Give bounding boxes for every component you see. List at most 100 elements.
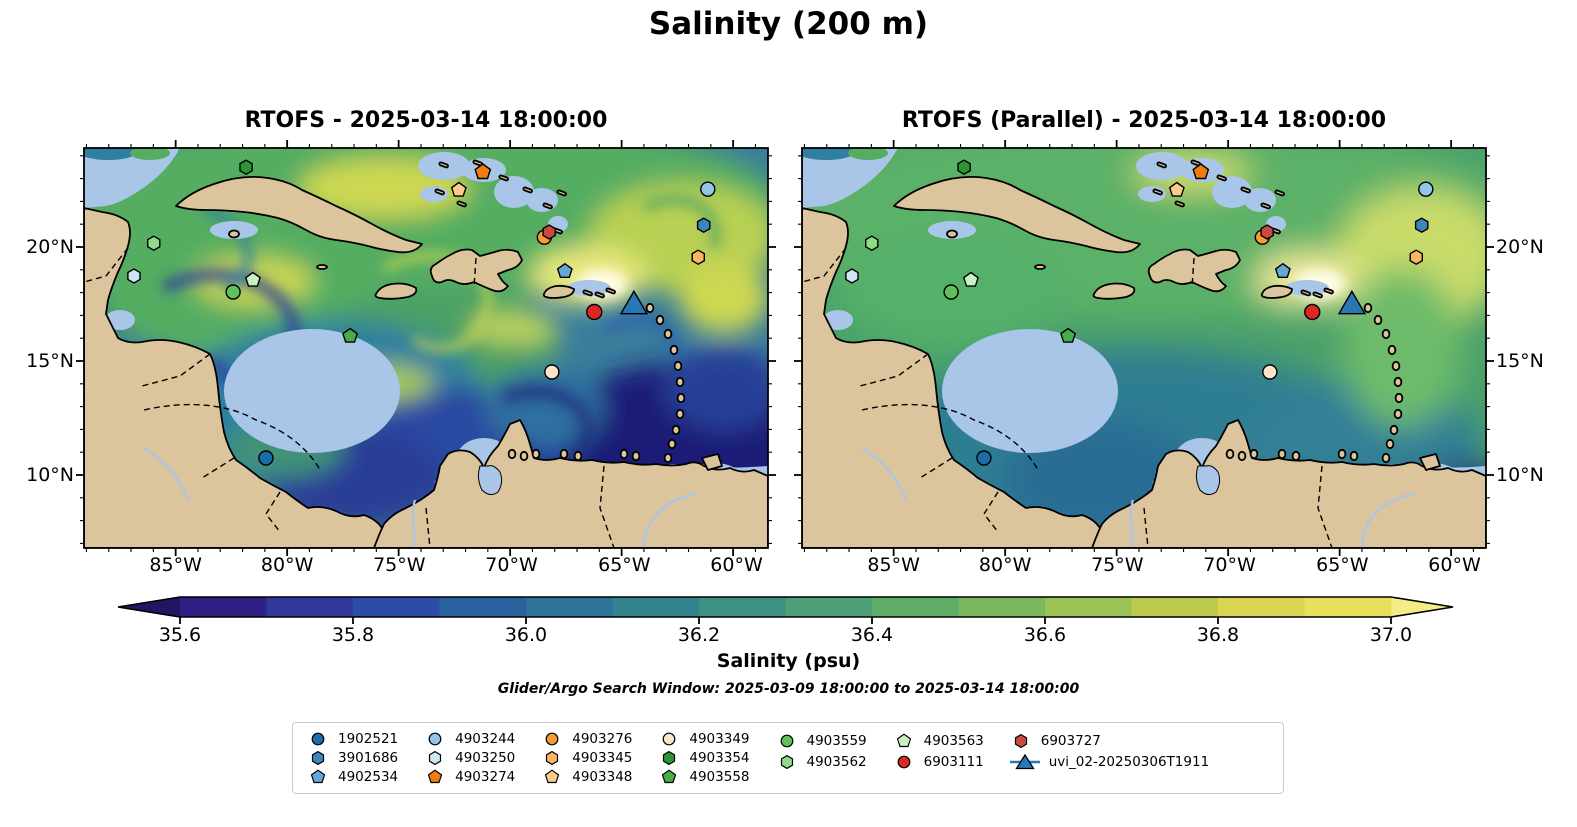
pentagon-marker-icon xyxy=(310,769,326,783)
x-tick-label: 60°W xyxy=(1428,554,1481,576)
marker-4903349 xyxy=(544,364,560,380)
marker-1902521 xyxy=(976,450,992,466)
legend-label: 6903111 xyxy=(923,753,984,770)
float-markers xyxy=(127,159,716,466)
legend-item-4903354: 4903354 xyxy=(658,749,750,768)
pentagon-marker-icon xyxy=(662,769,677,783)
colorbar-tick-label: 36.4 xyxy=(850,624,894,646)
marker-6903111 xyxy=(1304,303,1321,321)
colorbar-tick-label: 35.8 xyxy=(331,624,375,646)
legend-item-4903276: 4903276 xyxy=(541,730,632,749)
colorbar-tick-label: 37.0 xyxy=(1369,624,1413,646)
y-tick-label-left: 15°N xyxy=(26,350,74,372)
marker-4903250 xyxy=(845,268,859,284)
legend-item-4903349: 4903349 xyxy=(658,730,750,749)
legend-column: 4903563 6903111 xyxy=(893,730,984,786)
map-rtofs-parallel xyxy=(794,140,1494,556)
panel-title-rtofs: RTOFS - 2025-03-14 18:00:00 xyxy=(244,108,608,133)
legend-item-4903563: 4903563 xyxy=(893,730,984,751)
legend-label: 4903345 xyxy=(572,750,633,766)
marker-6903111 xyxy=(586,303,603,321)
marker-4903563 xyxy=(962,271,979,287)
float-markers xyxy=(845,159,1434,466)
landmasses xyxy=(802,159,1486,548)
marker-4903250 xyxy=(127,268,141,284)
circle-marker-icon xyxy=(311,732,325,746)
legend-label: 4903276 xyxy=(572,731,633,748)
map-panel-rtofs-parallel: RTOFS (Parallel) - 2025-03-14 18:00:00 xyxy=(794,108,1494,556)
pentagon-marker-icon xyxy=(896,732,911,747)
marker-4902534 xyxy=(1274,262,1291,279)
x-tick-label: 65°W xyxy=(598,554,651,576)
colorbar-tick-label: 36.6 xyxy=(1023,624,1067,646)
colorbar-bar xyxy=(117,596,1454,624)
hexagon-marker-icon xyxy=(663,750,676,766)
legend-item-3901686: 3901686 xyxy=(307,749,398,768)
x-tick-label: 70°W xyxy=(1203,554,1256,576)
y-tick-label-left: 20°N xyxy=(26,236,74,258)
legend-column: 4903559 4903562 xyxy=(776,730,867,786)
legend-label: 4903274 xyxy=(455,768,516,785)
marker-4903345 xyxy=(691,249,705,266)
x-tick-label: 75°W xyxy=(1091,554,1144,576)
figure-title: Salinity (200 m) xyxy=(648,6,929,42)
x-tick-label: 75°W xyxy=(373,554,426,576)
marker-4903563 xyxy=(244,271,261,287)
figure-subtitle: Glider/Argo Search Window: 2025-03-09 18… xyxy=(497,681,1080,697)
legend-item-4903559: 4903559 xyxy=(776,730,867,751)
pentagon-marker-icon xyxy=(427,769,443,783)
axis-ticks xyxy=(76,140,776,556)
legend-item-6903111: 6903111 xyxy=(893,751,984,772)
legend: 1902521 3901686 4902534 4903244 4903250 49032… xyxy=(292,722,1284,794)
axes-frame xyxy=(83,147,769,549)
x-tick-label: 70°W xyxy=(485,554,538,576)
marker-4903559 xyxy=(225,284,241,300)
country-borders xyxy=(802,247,1333,548)
map-rtofs xyxy=(76,140,776,556)
legend-label: 4903349 xyxy=(689,731,750,748)
marker-4903244 xyxy=(1418,181,1434,197)
marker-4902534 xyxy=(556,262,573,279)
country-borders xyxy=(84,247,615,548)
hexagon-marker-icon xyxy=(546,750,559,766)
colorbar xyxy=(117,596,1454,624)
legend-item-uvi_02-20250306T1911: uvi_02-20250306T1911 xyxy=(1009,751,1209,772)
legend-item-4902534: 4902534 xyxy=(307,767,398,786)
y-tick-label-right: 10°N xyxy=(1496,464,1544,486)
marker-4903348 xyxy=(450,181,467,197)
axes-frame xyxy=(801,147,1487,549)
colorbar-tick-label: 36.0 xyxy=(504,624,548,646)
legend-label: 4903250 xyxy=(455,750,516,766)
panel-title-rtofs-parallel: RTOFS (Parallel) - 2025-03-14 18:00:00 xyxy=(901,108,1387,133)
marker-6903727 xyxy=(1260,224,1274,240)
colorbar-tick-label: 36.2 xyxy=(677,624,721,646)
marker-3901686 xyxy=(696,217,711,234)
landmasses xyxy=(84,159,768,548)
legend-label: 4903559 xyxy=(806,732,867,749)
legend-column: 4903244 4903250 4903274 xyxy=(424,730,515,786)
y-tick-label-right: 20°N xyxy=(1496,236,1544,258)
marker-4903274 xyxy=(1192,163,1210,180)
x-tick-label: 85°W xyxy=(149,554,202,576)
marker-uvi_02-20250306T1911 xyxy=(1337,289,1367,315)
colorbar-tick-label: 36.8 xyxy=(1196,624,1240,646)
ocean-field xyxy=(84,148,768,548)
map-panel-rtofs: RTOFS - 2025-03-14 18:00:00 xyxy=(76,108,776,556)
marker-4903349 xyxy=(1262,364,1278,380)
marker-4903562 xyxy=(865,235,879,252)
legend-item-4903562: 4903562 xyxy=(776,751,867,772)
marker-4903354 xyxy=(957,159,971,176)
marker-4903562 xyxy=(147,235,161,252)
marker-4903244 xyxy=(700,181,716,197)
x-tick-label: 65°W xyxy=(1316,554,1369,576)
marker-4903274 xyxy=(474,163,492,180)
y-tick-label-left: 10°N xyxy=(26,464,74,486)
circle-marker-icon xyxy=(897,755,911,768)
x-tick-label: 60°W xyxy=(710,554,763,576)
legend-column: 6903727 uvi_02-20250306T1911 xyxy=(1009,730,1209,786)
y-tick-label-right: 15°N xyxy=(1496,350,1544,372)
marker-6903727 xyxy=(542,224,556,240)
circle-marker-icon xyxy=(545,732,559,746)
x-tick-label: 80°W xyxy=(260,554,314,576)
